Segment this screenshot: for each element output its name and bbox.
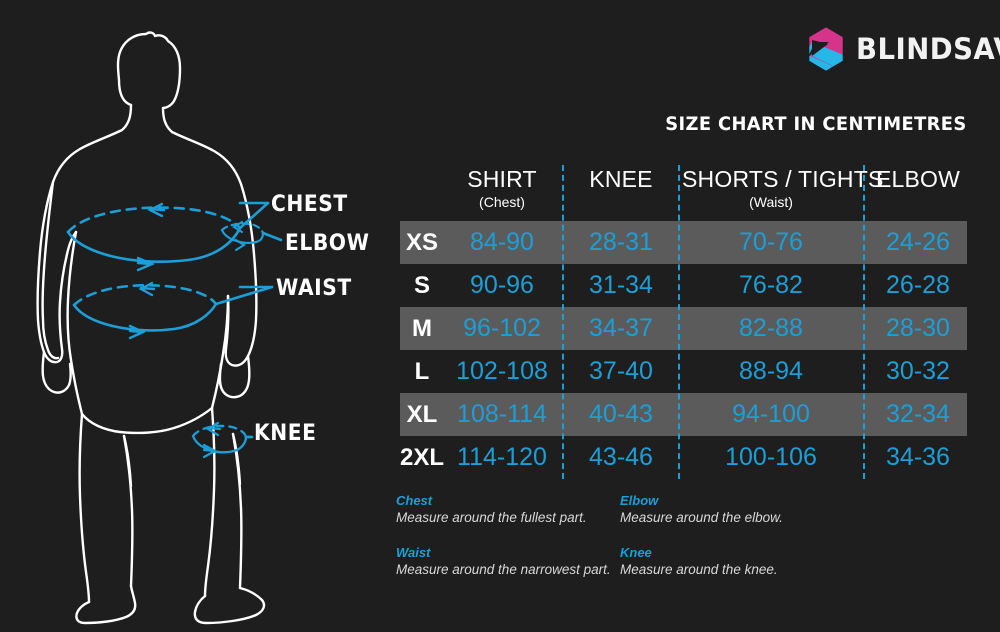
column-header-elbow: ELBOW [875, 166, 961, 192]
row-size-label: L [414, 358, 430, 385]
note-elbow: Elbow Measure around the elbow. [620, 493, 783, 525]
column-header-knee: KNEE [589, 166, 653, 192]
cell-elbow: 34-36 [886, 443, 950, 471]
note-knee: Knee Measure around the knee. [620, 545, 778, 577]
cell-elbow: 30-32 [886, 357, 950, 385]
cell-knee: 34-37 [589, 314, 653, 342]
column-header-shirt: SHIRT (Chest) [467, 166, 537, 210]
cell-knee: 31-34 [589, 271, 653, 299]
cell-shorts: 76-82 [739, 271, 803, 299]
row-size-label: XL [406, 401, 438, 428]
brand-name: BLINDSAVE [856, 31, 1000, 66]
body-outline [36, 31, 266, 625]
size-chart-table: SHIRT (Chest) KNEE SHORTS / TIGHTS (Wais… [400, 165, 967, 479]
figure-label-knee: KNEE [254, 421, 317, 446]
cell-knee: 43-46 [589, 443, 653, 471]
note-waist: Waist Measure around the narrowest part. [396, 545, 611, 577]
table-row: L 102-108 37-40 88-94 30-32 [400, 350, 967, 393]
figure-label-chest: CHEST [271, 192, 348, 217]
brand-logo: BLINDSAVE [806, 26, 1000, 72]
cell-shirt: 84-90 [470, 228, 534, 256]
table-row: XL 108-114 40-43 94-100 32-34 [400, 393, 967, 436]
hexagon-logo-icon [806, 26, 846, 72]
figure-label-elbow: ELBOW [285, 231, 370, 256]
cell-knee: 28-31 [589, 228, 653, 256]
table-row: XS 84-90 28-31 70-76 24-26 [400, 221, 967, 264]
elbow-measure-band [220, 220, 283, 252]
cell-elbow: 26-28 [886, 271, 950, 299]
cell-elbow: 32-34 [886, 400, 950, 428]
measurement-bands [66, 201, 283, 459]
cell-shirt: 102-108 [456, 357, 548, 385]
row-size-label: XS [405, 229, 438, 256]
cell-shirt: 96-102 [463, 314, 541, 342]
cell-shorts: 70-76 [739, 228, 803, 256]
table-header-row: SHIRT (Chest) KNEE SHORTS / TIGHTS (Wais… [400, 165, 967, 221]
table-row: S 90-96 31-34 76-82 26-28 [400, 264, 967, 307]
cell-knee: 37-40 [589, 357, 653, 385]
table-row: M 96-102 34-37 82-88 28-30 [400, 307, 967, 350]
cell-shorts: 88-94 [739, 357, 803, 385]
cell-shirt: 90-96 [470, 271, 534, 299]
page-title: SIZE CHART IN CENTIMETRES [665, 113, 967, 135]
figure-label-waist: WAIST [276, 276, 352, 301]
table-row: 2XL 114-120 43-46 100-106 34-36 [400, 436, 967, 479]
cell-elbow: 24-26 [886, 228, 950, 256]
cell-shorts: 94-100 [732, 400, 810, 428]
cell-shorts: 82-88 [739, 314, 803, 342]
cell-shirt: 114-120 [457, 443, 547, 471]
table-body: XS 84-90 28-31 70-76 24-26 S 90-96 31-34… [400, 221, 967, 479]
knee-measure-band [191, 421, 254, 459]
row-size-label: S [413, 272, 430, 299]
cell-shirt: 108-114 [457, 400, 547, 428]
chest-measure-band [66, 201, 270, 272]
cell-elbow: 28-30 [886, 314, 950, 342]
cell-shorts: 100-106 [725, 443, 817, 471]
note-chest: Chest Measure around the fullest part. [396, 493, 587, 525]
row-size-label: 2XL [400, 444, 445, 471]
row-size-label: M [412, 315, 432, 342]
cell-knee: 40-43 [589, 400, 653, 428]
waist-measure-band [72, 281, 274, 340]
column-header-shorts-tights: SHORTS / TIGHTS (Waist) [682, 166, 884, 210]
